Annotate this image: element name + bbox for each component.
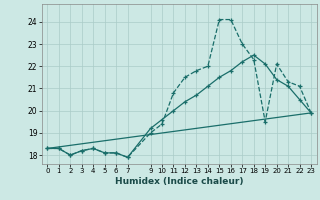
- X-axis label: Humidex (Indice chaleur): Humidex (Indice chaleur): [115, 177, 244, 186]
